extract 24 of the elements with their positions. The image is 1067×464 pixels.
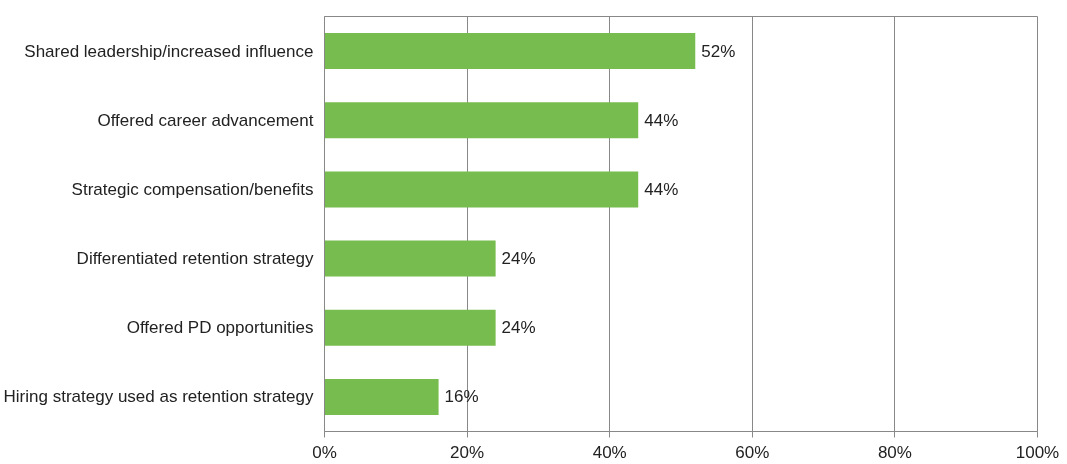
- data-label: 16%: [444, 387, 479, 407]
- bar: [324, 33, 696, 70]
- x-tick-label: 80%: [877, 442, 912, 462]
- bar: [324, 378, 439, 415]
- x-tick-label: 40%: [592, 442, 627, 462]
- y-tick-label: Shared leadership/increased influence: [24, 41, 314, 61]
- bar: [324, 102, 639, 139]
- x-tick-label: 60%: [735, 442, 770, 462]
- x-tick-label: 0%: [312, 442, 337, 462]
- bar: [324, 240, 496, 277]
- data-label: 44%: [644, 179, 679, 199]
- y-tick-label: Strategic compensation/benefits: [71, 179, 314, 199]
- y-tick-label: Offered career advancement: [97, 110, 314, 130]
- y-tick-label: Differentiated retention strategy: [76, 249, 314, 269]
- data-label: 24%: [501, 249, 536, 269]
- y-tick-label: Offered PD opportunities: [126, 318, 314, 338]
- data-label: 24%: [501, 318, 536, 338]
- x-tick-label: 100%: [1015, 442, 1060, 462]
- data-label: 44%: [644, 110, 679, 130]
- data-label: 52%: [701, 41, 736, 61]
- y-tick-label: Hiring strategy used as retention strategy: [3, 387, 314, 407]
- bar: [324, 309, 496, 346]
- bar: [324, 171, 639, 208]
- x-tick-label: 20%: [450, 442, 485, 462]
